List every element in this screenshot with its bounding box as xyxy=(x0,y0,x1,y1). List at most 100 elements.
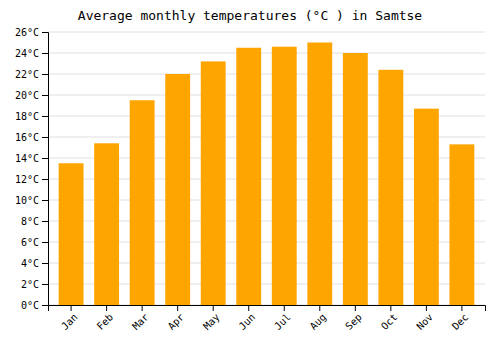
y-tick-label: 4°C xyxy=(21,258,39,269)
x-tick-mark xyxy=(319,305,320,311)
x-tick: May xyxy=(201,305,222,332)
y-tick-label: 16°C xyxy=(15,132,39,143)
y-tick-mark xyxy=(42,95,48,96)
x-tick-mark xyxy=(213,305,214,311)
x-tick: Feb xyxy=(95,305,116,332)
y-tick-label: 20°C xyxy=(15,90,39,101)
y-tick-mark xyxy=(42,305,48,306)
x-tick: Jun xyxy=(237,305,258,332)
y-tick: 4°C xyxy=(21,258,48,269)
y-tick-mark xyxy=(42,200,48,201)
bar xyxy=(414,109,439,305)
x-tick-label: Oct xyxy=(379,311,400,332)
bar xyxy=(307,43,332,306)
y-tick-label: 18°C xyxy=(15,111,39,122)
x-tick-mark xyxy=(106,305,107,311)
x-tick: Jul xyxy=(272,305,293,332)
x-tick-mark xyxy=(426,305,427,311)
y-tick-mark xyxy=(42,221,48,222)
x-tick-mark xyxy=(355,305,356,311)
x-tick: Nov xyxy=(414,305,435,332)
x-tick: Mar xyxy=(130,305,151,332)
bar xyxy=(236,48,261,305)
x-tick-label: Dec xyxy=(450,311,471,332)
x-tick-label: Mar xyxy=(130,311,151,332)
y-tick: 22°C xyxy=(15,69,48,80)
y-tick: 14°C xyxy=(15,153,48,164)
x-axis-line xyxy=(49,306,486,312)
grid-line xyxy=(48,32,485,33)
y-tick: 8°C xyxy=(21,216,48,227)
y-tick-mark xyxy=(42,116,48,117)
y-tick: 18°C xyxy=(15,111,48,122)
x-tick: Jan xyxy=(59,305,80,332)
bar xyxy=(59,163,84,305)
grid-line xyxy=(48,95,485,96)
x-tick-mark xyxy=(284,305,285,311)
y-tick-label: 12°C xyxy=(15,174,39,185)
y-tick-mark xyxy=(42,53,48,54)
x-tick: Dec xyxy=(450,305,471,332)
y-axis: 0°C 2°C 4°C 6°C 8°C 10°C 12°C 14°C 16°C 18°C 20°C 2… xyxy=(15,27,49,311)
x-tick-label: Jul xyxy=(272,311,293,332)
x-tick-label: Jun xyxy=(237,311,258,332)
x-tick-mark xyxy=(461,305,462,311)
y-tick: 12°C xyxy=(15,174,48,185)
x-tick-label: Jan xyxy=(59,311,80,332)
bar xyxy=(94,143,119,305)
y-tick-mark xyxy=(42,263,48,264)
bar xyxy=(130,100,155,305)
bar xyxy=(343,53,368,305)
grid xyxy=(48,32,485,305)
y-tick-mark xyxy=(42,137,48,138)
bars xyxy=(59,43,475,306)
y-tick: 26°C xyxy=(15,27,48,38)
x-tick-label: May xyxy=(201,311,222,332)
chart: Average monthly temperatures (°C ) in Sa… xyxy=(0,0,500,350)
x-tick: Oct xyxy=(379,305,400,332)
y-tick-label: 0°C xyxy=(21,300,39,311)
y-tick: 10°C xyxy=(15,195,48,206)
x-axis: Jan Feb Mar Apr May Jun Jul Aug Sep Oct Nov Dec xyxy=(49,305,486,332)
x-tick-mark xyxy=(71,305,72,311)
y-tick-mark xyxy=(42,284,48,285)
x-tick-mark xyxy=(248,305,249,311)
y-tick: 20°C xyxy=(15,90,48,101)
title: Average monthly temperatures (°C ) in Sa… xyxy=(78,8,423,23)
y-tick: 2°C xyxy=(21,279,48,290)
y-tick-mark xyxy=(42,32,48,33)
y-tick-label: 8°C xyxy=(21,216,39,227)
bar xyxy=(272,47,297,305)
x-tick: Sep xyxy=(343,305,364,332)
bar xyxy=(201,61,226,305)
y-tick: 24°C xyxy=(15,48,48,59)
y-tick-label: 24°C xyxy=(15,48,39,59)
bar xyxy=(378,70,403,305)
x-tick: Aug xyxy=(308,305,329,332)
y-tick-mark xyxy=(42,242,48,243)
x-tick-label: Sep xyxy=(343,311,364,332)
plot: 0°C 2°C 4°C 6°C 8°C 10°C 12°C 14°C 16°C 18°C 20°C 2… xyxy=(15,27,486,332)
x-tick-label: Nov xyxy=(414,311,435,332)
y-tick-mark xyxy=(42,158,48,159)
grid-line xyxy=(48,53,485,54)
x-tick-mark xyxy=(390,305,391,311)
x-tick-label: Feb xyxy=(95,311,116,332)
y-tick-label: 22°C xyxy=(15,69,39,80)
y-tick: 6°C xyxy=(21,237,48,248)
y-tick-label: 2°C xyxy=(21,279,39,290)
y-tick: 16°C xyxy=(15,132,48,143)
y-tick-mark xyxy=(42,74,48,75)
x-tick-label: Apr xyxy=(166,311,187,332)
bar xyxy=(165,74,190,305)
x-tick-mark xyxy=(142,305,143,311)
y-tick-label: 6°C xyxy=(21,237,39,248)
x-tick-label: Aug xyxy=(308,311,329,332)
y-tick-label: 26°C xyxy=(15,27,39,38)
y-tick-label: 10°C xyxy=(15,195,39,206)
grid-line xyxy=(48,74,485,75)
y-tick-mark xyxy=(42,179,48,180)
y-tick-label: 14°C xyxy=(15,153,39,164)
y-axis-line xyxy=(42,33,49,306)
bar xyxy=(449,144,474,305)
